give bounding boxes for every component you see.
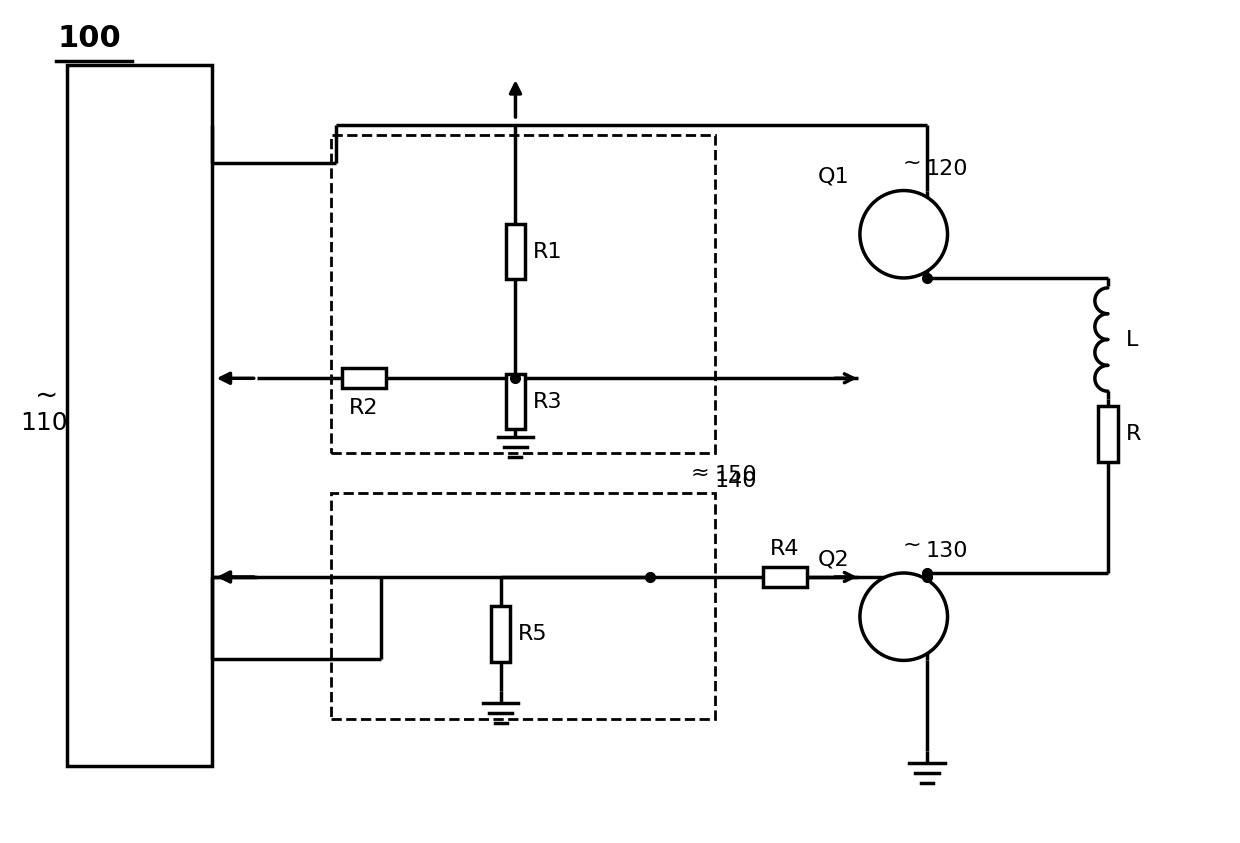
Text: Q1: Q1 — [817, 167, 849, 186]
Bar — [506, 223, 526, 279]
Text: R3: R3 — [532, 392, 562, 411]
Text: ~: ~ — [903, 535, 921, 556]
Circle shape — [859, 191, 947, 278]
Text: ~: ~ — [691, 460, 709, 481]
Text: R5: R5 — [517, 624, 547, 644]
Text: 120: 120 — [925, 158, 968, 179]
Text: 150: 150 — [714, 464, 758, 485]
Text: L: L — [1126, 330, 1138, 350]
Bar — [491, 606, 511, 662]
Bar — [67, 66, 212, 765]
Circle shape — [859, 573, 947, 660]
Bar — [763, 567, 807, 587]
Text: R: R — [1126, 424, 1141, 444]
Bar — [1097, 406, 1117, 462]
Text: ~: ~ — [691, 464, 709, 485]
Text: 110: 110 — [21, 411, 68, 435]
Text: 100: 100 — [57, 24, 122, 53]
Text: R2: R2 — [348, 398, 378, 418]
Bar — [331, 135, 714, 453]
Bar — [342, 368, 386, 389]
Text: ~: ~ — [903, 153, 921, 173]
Text: R1: R1 — [532, 242, 562, 261]
Text: ~: ~ — [35, 381, 58, 409]
Text: 130: 130 — [925, 541, 968, 561]
Text: Q2: Q2 — [817, 549, 849, 569]
Bar — [506, 373, 526, 429]
Bar — [331, 492, 714, 719]
Text: R4: R4 — [770, 539, 800, 559]
Text: 140: 140 — [714, 470, 758, 491]
